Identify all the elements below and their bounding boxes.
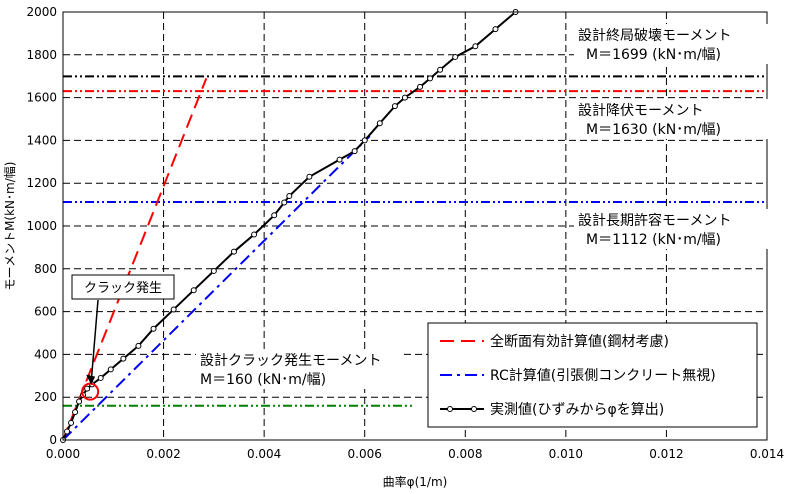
x-tick-label: 0.008 bbox=[448, 447, 482, 461]
annotation-line1: 設計クラック発生モーメント bbox=[200, 353, 381, 369]
data-point bbox=[286, 193, 293, 200]
data-point bbox=[97, 374, 104, 381]
annotation-bg bbox=[196, 349, 404, 389]
annotation-line1: 設計終局破壊モーメント bbox=[578, 28, 731, 44]
tick-labels: 0.000 0.002 0.004 0.006 0.008 0.010 0.012 0.014… bbox=[26, 5, 784, 461]
crack-callout: クラック発生 bbox=[71, 274, 175, 401]
data-point bbox=[452, 53, 459, 60]
y-tick-label: 800 bbox=[34, 262, 57, 276]
annotation-line2: M＝1112 (kN･m/幅) bbox=[586, 232, 721, 248]
data-point bbox=[376, 120, 383, 127]
data-point bbox=[281, 199, 288, 206]
data-point bbox=[230, 248, 237, 255]
y-axis-label: モーメントM(kN･m/幅) bbox=[2, 162, 17, 291]
y-tick-label: 1600 bbox=[26, 91, 57, 105]
data-point bbox=[170, 306, 177, 313]
y-tick-label: 1200 bbox=[26, 176, 57, 190]
data-point bbox=[107, 366, 114, 373]
annotation-line1: 設計降伏モーメント bbox=[578, 103, 703, 119]
data-point bbox=[84, 385, 91, 392]
annotations: 設計終局破壊モーメント M＝1699 (kN･m/幅) 設計降伏モーメント M＝163… bbox=[196, 24, 774, 389]
y-tick-label: 2000 bbox=[26, 5, 57, 19]
x-tick-label: 0.014 bbox=[750, 447, 784, 461]
data-point bbox=[271, 212, 278, 219]
data-point bbox=[135, 342, 142, 349]
annotation-line2: M＝160 (kN･m/幅) bbox=[200, 372, 326, 388]
x-tick-label: 0.010 bbox=[549, 447, 583, 461]
data-point bbox=[391, 103, 398, 110]
series-line-0 bbox=[62, 77, 208, 441]
data-point bbox=[210, 267, 217, 274]
y-tick-label: 1800 bbox=[26, 48, 57, 62]
annotation-line2: M＝1630 (kN･m/幅) bbox=[586, 122, 721, 138]
data-point bbox=[336, 156, 343, 163]
x-axis-label: 曲率φ(1/m) bbox=[383, 474, 448, 489]
data-point bbox=[72, 409, 79, 416]
data-point bbox=[492, 26, 499, 33]
legend-marker bbox=[447, 406, 453, 412]
y-tick-label: 0 bbox=[49, 433, 57, 447]
annotation-line2: M＝1699 (kN･m/幅) bbox=[586, 47, 721, 63]
data-point bbox=[351, 148, 358, 155]
legend-marker bbox=[471, 406, 477, 412]
data-point bbox=[472, 43, 479, 50]
data-point bbox=[190, 287, 197, 294]
data-point bbox=[68, 419, 75, 426]
data-point bbox=[64, 428, 71, 435]
callout-arrowhead bbox=[86, 374, 96, 385]
callout-arrow-line bbox=[90, 299, 99, 383]
legend: 全断面有効計算値(鋼材考慮) RC計算値(引張側コンクリート無視) 実測値(ひずみか… bbox=[427, 322, 758, 428]
data-point bbox=[361, 137, 368, 144]
data-point bbox=[150, 325, 157, 332]
data-point bbox=[120, 355, 127, 362]
series-line-1 bbox=[62, 135, 371, 441]
x-tick-label: 0.012 bbox=[649, 447, 683, 461]
annotation-bg bbox=[574, 209, 774, 249]
x-tick-label: 0.004 bbox=[247, 447, 281, 461]
data-point bbox=[437, 66, 444, 73]
callout-label: クラック発生 bbox=[84, 281, 162, 296]
data-point bbox=[401, 94, 408, 101]
data-point bbox=[251, 231, 258, 238]
legend-label-0: 全断面有効計算値(鋼材考慮) bbox=[490, 333, 669, 350]
callout-box bbox=[71, 274, 175, 300]
x-tick-label: 0.000 bbox=[46, 447, 80, 461]
y-tick-label: 1000 bbox=[26, 219, 57, 233]
data-point bbox=[76, 398, 83, 405]
data-point bbox=[417, 83, 424, 90]
y-tick-label: 400 bbox=[34, 347, 57, 361]
data-point bbox=[427, 75, 434, 82]
x-tick-label: 0.002 bbox=[146, 447, 180, 461]
legend-label-1: RC計算値(引張側コンクリート無視) bbox=[490, 368, 716, 384]
x-tick-label: 0.006 bbox=[348, 447, 382, 461]
y-tick-label: 200 bbox=[34, 390, 57, 404]
legend-label-2: 実測値(ひずみからφを算出) bbox=[490, 402, 664, 418]
data-point bbox=[306, 173, 313, 180]
y-tick-label: 600 bbox=[34, 305, 57, 319]
crack-circle bbox=[81, 382, 100, 401]
annotation-bg bbox=[574, 24, 774, 64]
annotation-line1: 設計長期許容モーメント bbox=[578, 212, 731, 229]
annotation-bg bbox=[574, 99, 774, 139]
y-tick-label: 1400 bbox=[26, 133, 57, 147]
